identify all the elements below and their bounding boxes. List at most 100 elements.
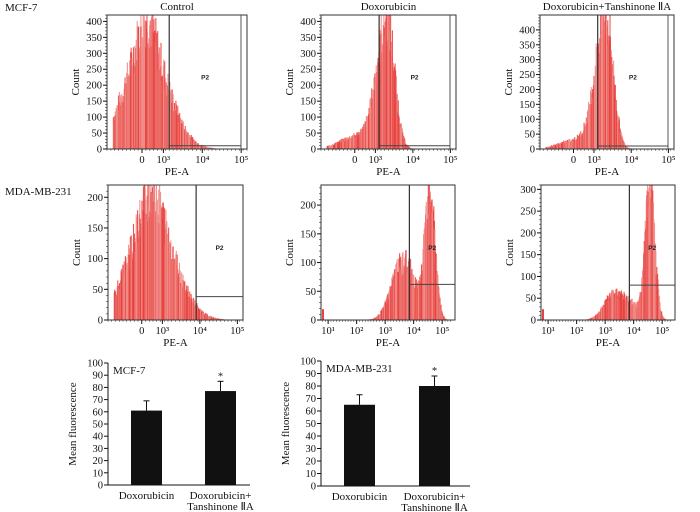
x-tick-label: 10⁴	[406, 155, 421, 166]
x-tick-label: 10³	[156, 326, 170, 337]
y-tick-label: 50	[306, 287, 317, 298]
x-tick-label: 10¹	[541, 326, 555, 337]
x-tick-label: 10²	[350, 326, 364, 337]
x-tick-label: 0	[352, 155, 357, 166]
x-axis-label: PE-A	[595, 166, 620, 178]
chart-title: MDA-MB-231	[326, 363, 393, 375]
gate-label: P2	[629, 74, 637, 81]
histogram-panel-1: P2 0 50 100 150 200 250 300 350 400 0 10³ 10⁴ 10⁵ PE-A…	[5, 1, 249, 178]
x-axis: 0 10³ 10⁴ 10⁵	[106, 149, 249, 166]
bar	[205, 391, 236, 485]
y-axis-label: Mean fluorescence	[280, 382, 292, 465]
y-tick-label: 60	[93, 407, 104, 418]
y-tick-label: 80	[93, 383, 104, 394]
y-tick-label: 50	[306, 129, 317, 140]
y-axis-label: Count	[503, 69, 515, 96]
y-tick-label: 10	[93, 468, 104, 479]
y-tick-label: 0	[311, 316, 316, 327]
x-tick-label: 0	[139, 155, 144, 166]
x-tick-label: 10⁵	[234, 155, 249, 166]
histogram-bars	[113, 185, 230, 320]
x-axis-label: PE-A	[596, 337, 621, 349]
x-axis: 10¹ 10² 10³ 10⁴ 10⁵	[541, 320, 671, 337]
y-tick-label: 70	[306, 394, 317, 405]
y-tick-label: 300	[300, 49, 316, 60]
histogram-bars	[322, 185, 449, 320]
x-tick-label: 10⁵	[655, 326, 670, 337]
x-axis-label: PE-A	[376, 337, 401, 349]
y-tick-label: 200	[519, 85, 535, 96]
y-tick-label: 30	[306, 444, 317, 455]
gate-label: P2	[216, 245, 224, 252]
y-tick-label: 50	[93, 420, 104, 431]
x-axis-label: PE-A	[376, 166, 401, 178]
y-axis: 0 50 100 150 200 250 300 350 400	[300, 14, 321, 156]
y-tick-label: 150	[86, 97, 102, 108]
y-tick-label: 200	[86, 81, 102, 92]
y-tick-label: 300	[519, 55, 535, 66]
histogram-panel-4: P2 0 50 100 150 200 0 10³ 10⁴ 10⁵ PE-A Count MDA-MB-…	[5, 184, 245, 349]
y-tick-label: 50	[525, 130, 536, 141]
x-tick-label: 10³	[369, 155, 383, 166]
y-tick-label: 30	[93, 444, 104, 455]
y-tick-label: 90	[306, 369, 317, 380]
x-tick-label: 10⁴	[624, 155, 639, 166]
histogram-bars	[545, 15, 634, 150]
y-tick-label: 100	[87, 359, 103, 370]
x-tick-label: 10¹	[321, 326, 335, 337]
y-tick-label: 40	[306, 432, 317, 443]
chart-title: MCF-7	[113, 365, 146, 377]
y-tick-label: 50	[93, 285, 104, 296]
bar	[344, 404, 375, 486]
y-tick-label: 10	[306, 469, 317, 480]
y-tick-label: 50	[306, 419, 317, 430]
y-tick-label: 150	[300, 229, 316, 240]
y-tick-label: 150	[300, 97, 316, 108]
y-tick-label: 200	[300, 81, 316, 92]
y-tick-label: 400	[86, 17, 102, 28]
y-tick-label: 100	[519, 115, 535, 126]
y-tick-label: 200	[520, 228, 536, 239]
row-label: MDA-MB-231	[5, 186, 72, 198]
y-axis-label: Count	[284, 239, 296, 266]
y-tick-label: 250	[300, 65, 316, 76]
histogram-panel-3: P2 0 50 100 150 200 250 300 350 400 0 10³ 10⁴ 10⁵ PE-A…	[503, 1, 676, 178]
y-tick-label: 100	[300, 357, 316, 368]
histogram-bin	[322, 309, 324, 320]
y-tick-label: 100	[300, 113, 316, 124]
bar	[419, 386, 450, 486]
x-category-label: Doxorubicin+	[404, 491, 466, 503]
y-tick-label: 250	[520, 207, 536, 218]
y-tick-label: 300	[86, 49, 102, 60]
y-axis-label: Count	[70, 69, 82, 96]
y-tick-label: 50	[92, 129, 103, 140]
y-tick-label: 20	[93, 456, 104, 467]
y-tick-label: 200	[300, 201, 316, 212]
y-tick-label: 100	[520, 272, 536, 283]
x-tick-label: 10³	[587, 155, 601, 166]
x-tick-label: 10⁴	[193, 326, 208, 337]
y-tick-label: 400	[519, 25, 535, 36]
y-tick-label: 0	[98, 481, 103, 492]
histogram-panel-2: P2 0 50 100 150 200 250 300 350 400 0 10³ 10⁴ 10⁵ PE-A…	[284, 1, 458, 178]
y-tick-label: 60	[306, 407, 317, 418]
y-tick-label: 0	[530, 145, 535, 156]
histogram-bars	[112, 15, 225, 150]
y-tick-label: 200	[87, 193, 103, 204]
x-axis-label: PE-A	[165, 166, 190, 178]
y-tick-label: 250	[86, 65, 102, 76]
x-axis: 10¹ 10² 10³ 10⁴ 10⁵	[321, 320, 451, 337]
x-axis: 0 10³ 10⁴ 10⁵	[320, 149, 458, 166]
histogram-panel-5: P2 0 50 100 150 200 10¹ 10² 10³ 10⁴ 10⁵ PE-A Count	[284, 184, 456, 349]
x-axis: 0 10³ 10⁴ 10⁵	[539, 149, 676, 166]
y-tick-label: 90	[93, 371, 104, 382]
y-tick-label: 150	[87, 223, 103, 234]
y-axis: 0 50 100 150 200 250 300	[520, 184, 541, 327]
y-axis-label: Mean fluorescence	[67, 382, 79, 465]
x-axis: 0 10³ 10⁴ 10⁵	[107, 320, 245, 337]
y-tick-label: 350	[300, 33, 316, 44]
y-axis: 0 50 100 150 200	[300, 187, 321, 327]
